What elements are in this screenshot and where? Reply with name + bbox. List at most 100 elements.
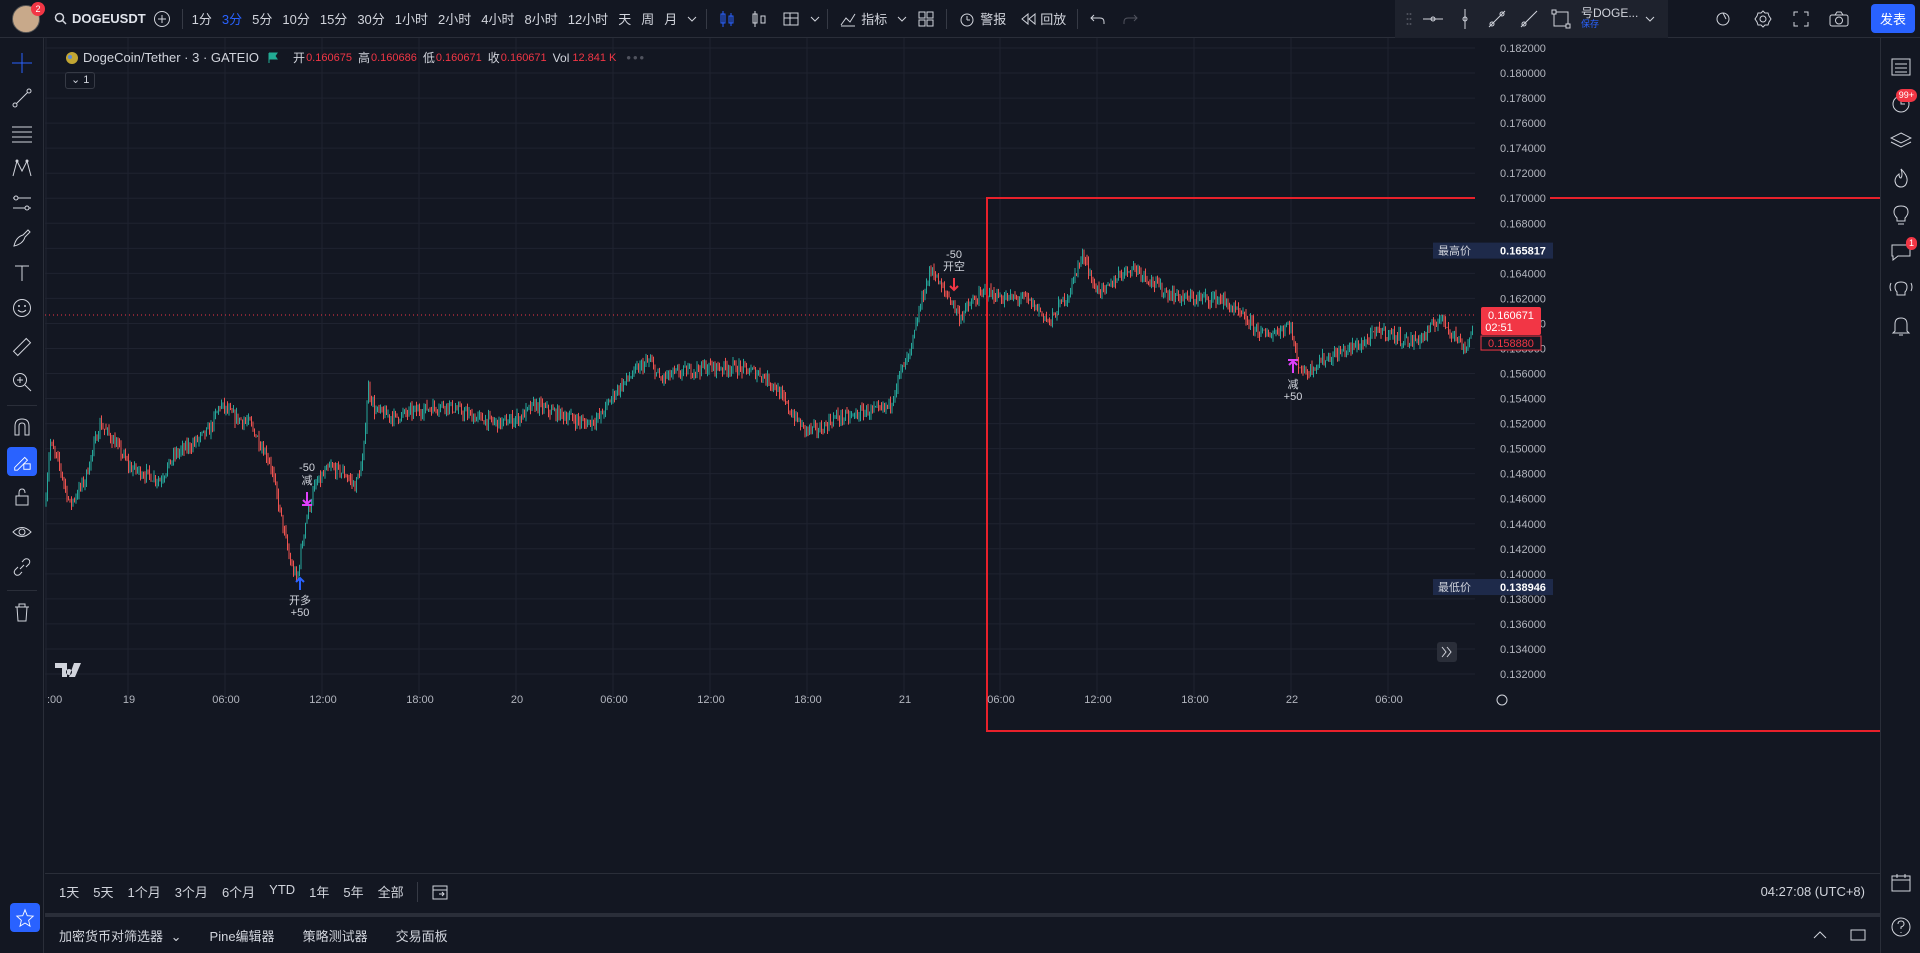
publish-button[interactable]: 发表 <box>1871 4 1916 33</box>
magnet-tool[interactable] <box>0 412 44 441</box>
replay-button[interactable]: 回放 <box>1013 0 1073 38</box>
timezone-clock[interactable]: 04:27:08 (UTC+8) <box>1760 884 1865 899</box>
go-to-date-button[interactable] <box>424 873 456 911</box>
trend-line-tool[interactable] <box>1481 0 1513 38</box>
stay-in-drawing-mode-tool[interactable] <box>7 447 37 476</box>
object-tree-button[interactable] <box>1881 122 1920 159</box>
interval-11[interactable]: 天 <box>618 12 632 27</box>
interval-13[interactable]: 月 <box>664 12 678 27</box>
alerts-button[interactable]: 99+ <box>1881 85 1920 122</box>
candles-button[interactable] <box>711 0 743 38</box>
lock-drawings-tool[interactable] <box>0 482 44 511</box>
pattern-tool[interactable] <box>0 153 44 182</box>
remove-drawings-tool[interactable] <box>0 597 44 626</box>
more-icon[interactable]: ••• <box>626 50 647 65</box>
compare-symbol-button[interactable] <box>146 0 178 38</box>
settings-button[interactable] <box>1747 0 1779 38</box>
rectangle-tool[interactable] <box>1545 0 1577 38</box>
interval-3[interactable]: 10分 <box>282 12 310 27</box>
favorites-tool[interactable] <box>10 903 40 932</box>
last-price-tag[interactable] <box>1481 307 1541 336</box>
vertical-line-tool[interactable] <box>1449 0 1481 38</box>
maximize-panel-button[interactable] <box>1842 916 1874 953</box>
calendar-button[interactable] <box>1881 864 1920 901</box>
notifications-button[interactable] <box>1881 307 1920 344</box>
interval-1[interactable]: 3分 <box>221 12 243 27</box>
interval-dropdown-button[interactable] <box>682 0 702 38</box>
alert-button[interactable]: 警报 <box>951 0 1013 38</box>
hide-drawings-tool[interactable] <box>0 517 44 546</box>
brush-tool[interactable] <box>0 223 44 252</box>
bottom-tab-0[interactable]: 加密货币对筛选器 ⌄ <box>59 928 182 944</box>
chevron-down-icon[interactable]: ⌄ <box>167 928 182 944</box>
interval-5[interactable]: 30分 <box>357 12 385 27</box>
range-2[interactable]: 1个月 <box>127 885 161 900</box>
symbol-title[interactable]: DogeCoin/Tether · 3 · GATEIO <box>83 50 260 65</box>
fib-tool[interactable] <box>0 118 44 147</box>
scroll-to-realtime-button[interactable] <box>1437 642 1457 662</box>
interval-0[interactable]: 1分 <box>191 12 212 27</box>
user-avatar[interactable]: 2 <box>12 1 45 33</box>
screenshot-button[interactable] <box>1823 0 1855 38</box>
range-8[interactable]: 全部 <box>377 885 404 900</box>
bottom-tab-3[interactable]: 交易面板 <box>395 928 448 944</box>
help-button[interactable] <box>1881 908 1920 945</box>
range-6[interactable]: 1年 <box>309 885 330 900</box>
fullscreen-button[interactable] <box>1785 0 1817 38</box>
layout-dropdown[interactable] <box>807 0 823 38</box>
text-tool[interactable] <box>0 258 44 287</box>
projection-tool[interactable] <box>0 188 44 217</box>
watchlist-button[interactable] <box>1881 48 1920 85</box>
interval-12[interactable]: 周 <box>641 12 655 27</box>
quick-search-button[interactable] <box>1707 0 1739 38</box>
zoom-tool[interactable] <box>0 367 44 396</box>
indicators-button[interactable]: 指标 <box>832 0 894 38</box>
sync-drawings-tool[interactable] <box>0 552 44 581</box>
layout-dropdown-button[interactable] <box>1638 0 1662 38</box>
bar-style-button[interactable] <box>743 0 775 38</box>
interval-4[interactable]: 15分 <box>319 12 348 27</box>
streams-button[interactable] <box>1881 270 1920 307</box>
range-1[interactable]: 5天 <box>93 885 114 900</box>
crosshair-tool[interactable] <box>0 48 44 77</box>
trend-line-tool[interactable] <box>0 83 44 112</box>
highlight-rectangle[interactable] <box>986 197 1880 732</box>
interval-7[interactable]: 2小时 <box>438 12 472 27</box>
range-4[interactable]: 6个月 <box>221 885 256 900</box>
layout-grid-button[interactable] <box>775 0 807 38</box>
interval-10[interactable]: 12小时 <box>567 12 609 27</box>
horizontal-line-tool[interactable] <box>1417 0 1449 38</box>
undo-button[interactable] <box>1082 0 1114 38</box>
pattern-icon <box>12 159 32 176</box>
hotlists-button[interactable] <box>1881 159 1920 196</box>
redo-button[interactable] <box>1114 0 1146 38</box>
measure-tool[interactable] <box>0 332 44 361</box>
range-3[interactable]: 3个月 <box>174 885 208 900</box>
layout-name[interactable]: 号DOGE... 保存 <box>1581 7 1638 30</box>
chats-button[interactable]: 1 <box>1881 233 1920 270</box>
interval-2[interactable]: 5分 <box>252 12 273 27</box>
time-axis[interactable]: :00 19 06:00 12:00 18:00 20 06:00 12:00 18:00 21 0… <box>47 694 1403 706</box>
price-tick-label: 0.138000 <box>1500 594 1546 606</box>
interval-6[interactable]: 1小时 <box>394 12 429 27</box>
flag-icon[interactable] <box>267 52 279 64</box>
range-0[interactable]: 1天 <box>59 885 80 900</box>
collapse-panel-button[interactable] <box>1804 916 1836 953</box>
legend-collapse-button[interactable]: ⌄ 1 <box>65 72 96 89</box>
indicators-dropdown[interactable] <box>894 0 910 38</box>
interval-8[interactable]: 4小时 <box>481 12 515 27</box>
symbol-search[interactable]: DOGEUSDT <box>54 11 146 26</box>
emoji-tool[interactable] <box>0 293 44 322</box>
range-5[interactable]: YTD <box>269 882 296 897</box>
ray-tool[interactable] <box>1513 0 1545 38</box>
ideas-button[interactable] <box>1881 196 1920 233</box>
axis-settings-icon[interactable] <box>1496 694 1508 706</box>
bottom-tab-2[interactable]: 策略测试器 <box>302 928 368 944</box>
bottom-tab-1[interactable]: Pine编辑器 <box>209 928 275 944</box>
templates-button[interactable] <box>910 0 942 38</box>
range-7[interactable]: 5年 <box>343 885 364 900</box>
price-axis[interactable]: 0.182000 0.180000 0.178000 0.176000 0.174000… <box>1433 38 1553 710</box>
drag-handle-icon[interactable] <box>1401 0 1417 38</box>
interval-9[interactable]: 8小时 <box>524 12 558 27</box>
